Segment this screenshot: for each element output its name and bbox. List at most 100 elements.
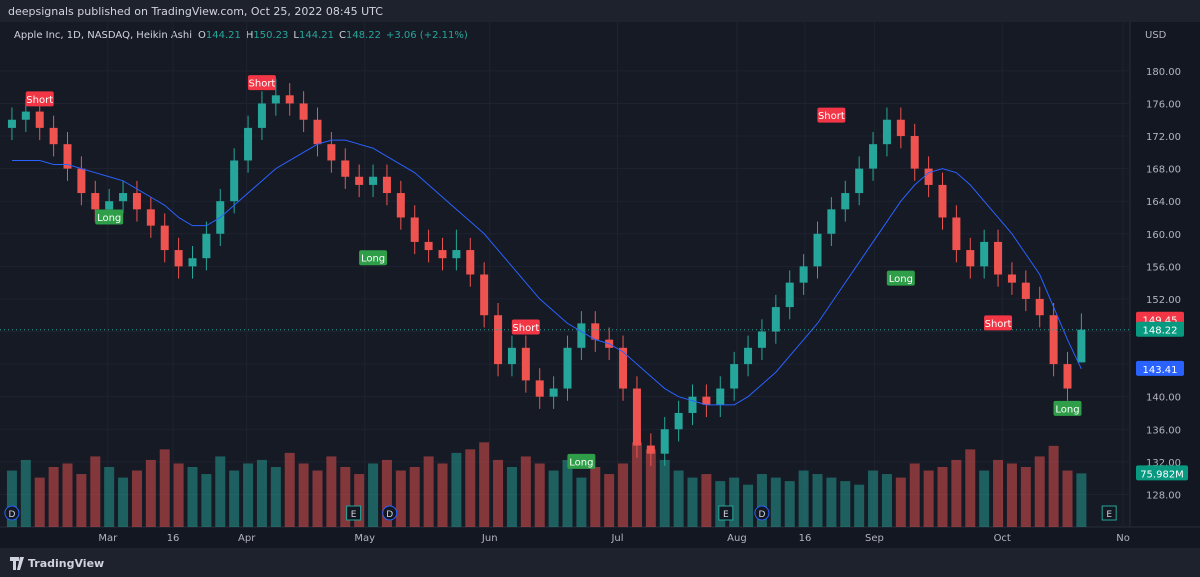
signal-badge: [886, 270, 915, 286]
volume-bar: [104, 467, 115, 527]
volume-bar: [201, 474, 212, 527]
volume-bar: [409, 467, 420, 527]
signal-label: Long: [361, 254, 385, 265]
candle-body: [1049, 315, 1058, 365]
candle-body: [313, 119, 322, 145]
ohlc-letter: O: [198, 30, 206, 41]
volume-bar: [76, 474, 87, 527]
volume-bar: [256, 459, 267, 527]
candle-body: [771, 307, 780, 332]
candle-body: [1007, 274, 1016, 283]
volume-bar: [659, 459, 670, 527]
ohlc-value: 144.21: [299, 30, 334, 41]
candle-body: [827, 209, 836, 234]
candle-body: [938, 184, 947, 218]
candle-body: [924, 168, 933, 185]
volume-bar: [645, 449, 656, 527]
candle-body: [994, 241, 1003, 275]
candle-body: [910, 136, 919, 169]
volume-bar: [326, 456, 337, 527]
candle-body: [452, 250, 461, 259]
volume-bar: [784, 481, 795, 527]
volume-bar: [368, 463, 379, 527]
change: +3.06 (+2.11%): [386, 30, 468, 41]
candle-body: [549, 388, 558, 397]
candle-body: [230, 160, 239, 202]
candle-body: [202, 233, 211, 259]
candle-body: [160, 225, 169, 251]
volume-bar: [895, 477, 906, 527]
candle-body: [132, 193, 141, 210]
candle-body: [591, 323, 600, 340]
y-tick-label: 160.00: [1146, 230, 1181, 241]
volume-bar: [1062, 470, 1073, 527]
x-tick-label: Oct: [994, 533, 1011, 544]
volume-bar: [173, 463, 184, 527]
volume-bar: [298, 463, 309, 527]
legend: Apple Inc, 1D, NASDAQ, Heikin Ashi O 144.…: [14, 30, 468, 41]
candle-body: [660, 429, 669, 454]
signal-badge: [25, 91, 54, 107]
candle-body: [702, 396, 711, 405]
volume-bar: [631, 442, 642, 527]
volume-bar: [854, 484, 865, 527]
volume-bar: [673, 470, 684, 527]
volume-bar: [118, 477, 129, 527]
y-tick-label: 180.00: [1146, 67, 1181, 78]
volume-bar: [48, 467, 59, 527]
candle-body: [77, 168, 86, 194]
x-tick-label: Mar: [98, 533, 118, 544]
volume-bar: [979, 470, 990, 527]
y-tick-label: 128.00: [1146, 490, 1181, 501]
volume-bar: [993, 459, 1004, 527]
y-tick-label: 156.00: [1146, 262, 1181, 273]
candle-body: [674, 412, 683, 430]
candle-body: [494, 315, 503, 365]
signal-badge: [511, 319, 540, 335]
volume-bar: [1034, 456, 1045, 527]
signal-badge: [567, 453, 596, 469]
y-tick-label: 176.00: [1146, 99, 1181, 110]
candle-body: [785, 282, 794, 308]
x-tick-label: Aug: [727, 533, 747, 544]
volume-bar: [548, 470, 559, 527]
volume-bar: [493, 459, 504, 527]
candle-body: [21, 111, 30, 120]
x-tick-label: 16: [167, 533, 180, 544]
price-tag-label: 143.41: [1143, 365, 1178, 376]
candle-body: [882, 119, 891, 145]
volume-bar: [215, 456, 226, 527]
price-tag-label: 148.22: [1143, 326, 1178, 337]
candle-body: [146, 209, 155, 226]
candle-body: [1077, 329, 1086, 363]
candle-body: [299, 103, 308, 120]
currency: USD: [1145, 30, 1167, 41]
symbol: Apple Inc, 1D, NASDAQ, Heikin Ashi: [14, 30, 192, 41]
volume-bar: [381, 459, 392, 527]
top-bar: [0, 0, 1200, 22]
ohlc-letter: C: [339, 30, 346, 41]
volume-bar: [881, 474, 892, 527]
candle-body: [730, 364, 739, 389]
event-icon: [718, 505, 734, 521]
x-tick-label: 16: [799, 533, 812, 544]
candle-body: [174, 250, 183, 267]
volume-bar: [576, 477, 587, 527]
candle-body: [49, 127, 58, 145]
candle-body: [188, 258, 197, 267]
event-label: E: [723, 510, 729, 520]
volume-bar: [868, 470, 879, 527]
ohlc-value: 148.22: [346, 30, 381, 41]
event-icon: [1101, 505, 1117, 521]
candle-body: [521, 347, 530, 381]
candle-body: [63, 144, 72, 169]
volume-bar: [312, 470, 323, 527]
candle-body: [813, 233, 822, 267]
event-icon: [4, 505, 20, 521]
volume-bar: [243, 463, 254, 527]
ohlc-value: 144.21: [206, 30, 241, 41]
volume-bar: [826, 477, 837, 527]
signal-badge: [984, 315, 1013, 331]
volume-bar: [743, 484, 754, 527]
